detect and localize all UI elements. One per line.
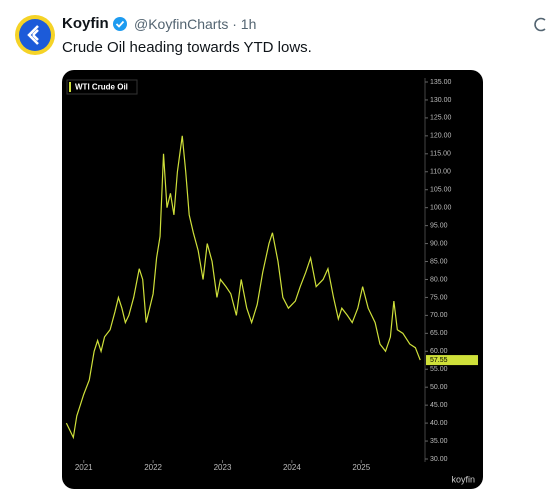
x-tick-label: 2024 (283, 463, 301, 472)
y-tick-label: 60.00 (430, 348, 448, 355)
y-tick-label: 80.00 (430, 276, 448, 283)
y-tick-label: 40.00 (430, 420, 448, 427)
x-tick-label: 2025 (352, 463, 370, 472)
y-tick-label: 85.00 (430, 258, 448, 265)
y-tick-label: 100.00 (430, 205, 452, 212)
y-tick-label: 70.00 (430, 312, 448, 319)
last-value-label: 57.55 (430, 357, 448, 364)
avatar-inner (19, 19, 51, 51)
y-tick-label: 65.00 (430, 330, 448, 337)
x-tick-label: 2023 (214, 463, 232, 472)
y-tick-label: 55.00 (430, 366, 448, 373)
brand: koyfin (451, 474, 475, 484)
y-tick-label: 45.00 (430, 402, 448, 409)
legend-swatch (69, 82, 71, 92)
y-tick-label: 90.00 (430, 240, 448, 247)
y-tick-label: 95.00 (430, 222, 448, 229)
author-name[interactable]: Koyfin (62, 15, 109, 32)
tweet-text: Crude Oil heading towards YTD lows. (62, 39, 312, 56)
avatar-logo (27, 25, 39, 45)
verified-check (115, 20, 125, 28)
last-value-tag (426, 355, 478, 366)
verified-badge (113, 17, 127, 31)
y-tick-label: 50.00 (430, 384, 448, 391)
y-tick-label: 120.00 (430, 133, 452, 140)
y-tick-label: 125.00 (430, 115, 452, 122)
y-tick-label: 135.00 (430, 79, 452, 86)
y-tick-label: 105.00 (430, 187, 452, 194)
y-tick-label: 110.00 (430, 169, 451, 176)
author-meta[interactable]: @KoyfinCharts · 1h (134, 16, 257, 32)
x-tick-label: 2022 (144, 463, 162, 472)
y-tick-label: 30.00 (430, 456, 448, 463)
y-tick-label: 75.00 (430, 294, 448, 301)
legend (66, 79, 138, 95)
x-tick-label: 2021 (75, 463, 93, 472)
y-tick-label: 115.00 (430, 151, 451, 158)
y-tick-label: 130.00 (430, 97, 452, 104)
legend-label: WTI Crude Oil (75, 83, 128, 92)
y-tick-label: 35.00 (430, 438, 448, 445)
price-line (65, 135, 421, 440)
chart-image (62, 70, 483, 489)
grok-icon[interactable] (534, 17, 546, 32)
